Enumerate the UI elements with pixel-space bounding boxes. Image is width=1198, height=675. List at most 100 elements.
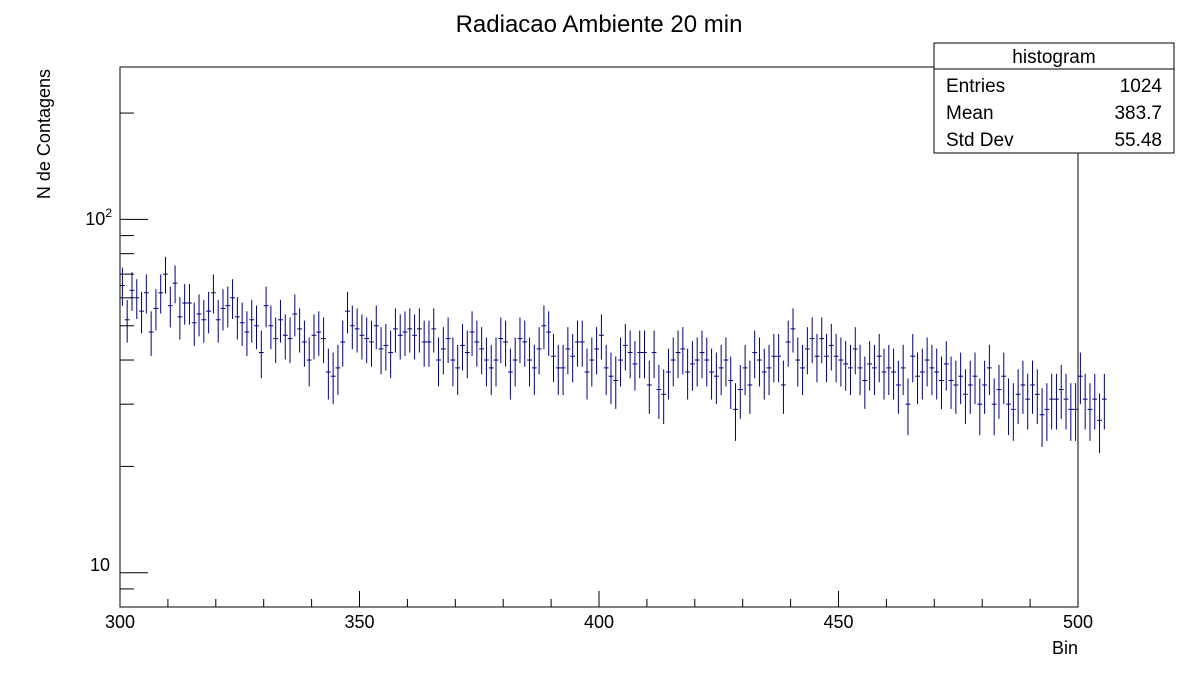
histogram-bin: [694, 337, 700, 387]
histogram-bin: [450, 337, 456, 387]
histogram-bin: [704, 337, 710, 387]
histogram-bin: [814, 333, 820, 383]
histogram-bin: [666, 348, 671, 400]
histogram-bin: [249, 299, 255, 343]
histogram-bin: [982, 360, 987, 414]
x-axis-label: Bin: [1052, 638, 1078, 658]
x-tick-labels: 300 350 400 450 500: [105, 612, 1093, 632]
histogram-bin: [364, 317, 370, 364]
histogram-bin: [790, 308, 796, 353]
histogram-bin: [967, 360, 973, 414]
y-tick-label-100: 102: [85, 206, 112, 229]
histogram-bin: [124, 299, 130, 343]
histogram-bin: [369, 320, 374, 367]
histogram-bin: [1082, 373, 1088, 430]
histogram-bin: [278, 299, 283, 343]
histogram-bin: [608, 352, 614, 405]
histogram-bin: [776, 333, 782, 383]
histogram-bin: [311, 314, 317, 360]
x-tick-label: 500: [1063, 612, 1093, 632]
histogram-bin: [172, 265, 178, 304]
histogram-bin: [282, 314, 288, 360]
histogram-bin: [345, 291, 350, 334]
histogram-bin: [905, 378, 911, 436]
histogram-bin: [325, 348, 331, 400]
histogram-bin: [388, 330, 394, 379]
histogram-bin: [306, 337, 312, 387]
histogram-bin: [349, 305, 355, 350]
histogram-bin: [484, 337, 489, 387]
histogram-bin: [474, 320, 480, 367]
histogram-bin: [785, 320, 791, 367]
histogram-bin: [196, 294, 202, 337]
histogram-bin: [512, 337, 518, 387]
histogram-bin: [488, 344, 494, 396]
histogram-bin: [148, 311, 154, 356]
histogram-bin: [685, 348, 691, 400]
histogram-bin: [263, 286, 269, 328]
histogram-bin: [416, 308, 422, 353]
histogram-bin: [1020, 360, 1026, 414]
histogram-bin: [594, 327, 599, 375]
histogram-bin: [809, 317, 815, 364]
histogram-bin: [134, 279, 140, 320]
histogram-bin: [139, 291, 144, 334]
histogram-bin: [781, 360, 786, 414]
histogram-bin: [1058, 364, 1064, 419]
histogram-bin: [637, 330, 643, 379]
stats-box: histogram Entries 1024 Mean 383.7 Std De…: [933, 42, 1175, 154]
histogram-bin: [713, 352, 719, 405]
histogram-bin: [929, 344, 935, 396]
histogram-bin: [177, 297, 183, 340]
histogram-bin: [316, 311, 322, 356]
histogram-bin: [359, 314, 365, 360]
histogram-bin: [211, 274, 216, 314]
histogram-bin: [460, 323, 465, 371]
histogram-bin: [421, 320, 427, 367]
histogram-bin: [163, 256, 168, 294]
histogram-bin: [536, 327, 542, 375]
histogram-bin: [1073, 383, 1078, 441]
histogram-bin: [656, 364, 662, 419]
histogram-bin: [900, 344, 906, 396]
histogram-bin: [507, 348, 513, 400]
y-tick-label-10: 10: [90, 555, 110, 575]
histogram-bin: [733, 383, 738, 441]
histogram-bin: [699, 330, 705, 379]
histogram-bin: [201, 299, 207, 343]
histogram-bin: [225, 286, 231, 328]
histogram-bin: [939, 356, 944, 409]
histogram-bin: [972, 352, 978, 405]
histogram-bin: [622, 323, 628, 371]
histogram-bin: [479, 327, 485, 375]
histogram-bin: [527, 337, 532, 387]
histogram-bin: [1015, 369, 1021, 425]
histogram-bin: [455, 344, 461, 396]
histogram-bin: [848, 344, 853, 396]
histogram-bin: [570, 333, 576, 383]
histogram-bin: [215, 299, 221, 343]
histogram-bin: [991, 378, 997, 436]
histogram-bin: [728, 356, 734, 409]
histogram-bin: [373, 305, 379, 350]
histogram-bin: [1010, 383, 1016, 441]
histogram-bin: [402, 311, 408, 356]
histogram-bin: [522, 320, 528, 367]
x-tick-label: 350: [344, 612, 374, 632]
histogram-bin: [244, 311, 250, 356]
histogram-bin: [977, 378, 983, 436]
histogram-bin: [575, 320, 580, 367]
histogram-bin: [632, 341, 638, 391]
histogram-bin: [603, 344, 609, 396]
histogram-bin: [268, 305, 274, 350]
histogram-bin: [258, 330, 264, 379]
histogram-bin: [771, 333, 777, 383]
histogram-bin: [464, 330, 470, 379]
histogram-bin: [690, 341, 695, 391]
histogram-bin: [757, 337, 762, 387]
histogram-bin: [129, 272, 135, 311]
histogram-bin: [1101, 373, 1107, 430]
histogram-bin: [819, 317, 825, 364]
histogram-bin: [752, 330, 758, 379]
